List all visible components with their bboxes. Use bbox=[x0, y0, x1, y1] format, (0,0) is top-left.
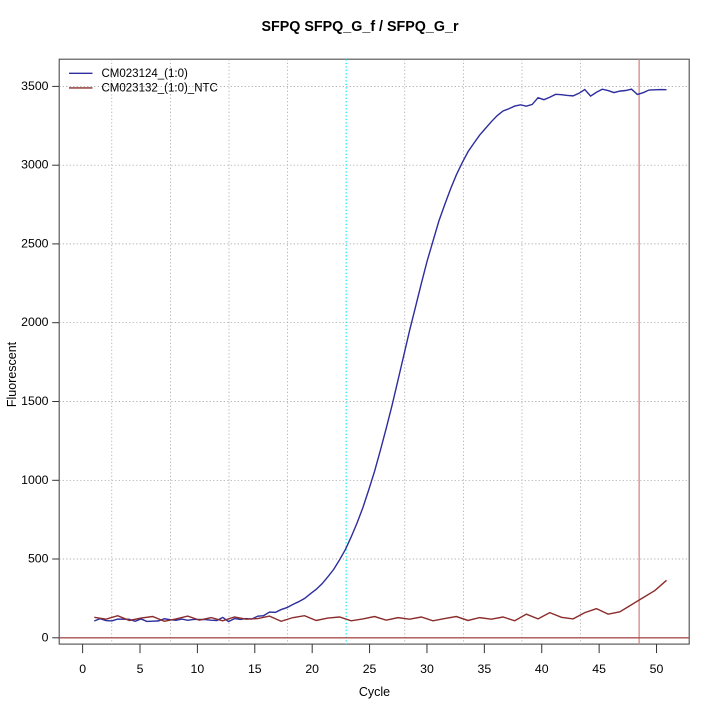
svg-text:20: 20 bbox=[305, 662, 319, 676]
svg-text:2000: 2000 bbox=[21, 315, 49, 329]
svg-text:15: 15 bbox=[248, 662, 262, 676]
svg-text:3500: 3500 bbox=[21, 79, 49, 93]
svg-text:40: 40 bbox=[535, 662, 549, 676]
svg-text:1500: 1500 bbox=[21, 394, 49, 408]
svg-text:45: 45 bbox=[592, 662, 606, 676]
svg-text:10: 10 bbox=[191, 662, 205, 676]
svg-text:Fluorescent: Fluorescent bbox=[5, 341, 19, 407]
svg-text:5: 5 bbox=[137, 662, 144, 676]
svg-text:CM023132_(1:0)_NTC: CM023132_(1:0)_NTC bbox=[102, 83, 218, 95]
svg-text:50: 50 bbox=[650, 662, 664, 676]
svg-text:2500: 2500 bbox=[21, 236, 49, 250]
svg-text:30: 30 bbox=[420, 662, 434, 676]
svg-text:35: 35 bbox=[478, 662, 492, 676]
svg-text:0: 0 bbox=[79, 662, 86, 676]
svg-text:0: 0 bbox=[42, 630, 49, 644]
svg-text:3000: 3000 bbox=[21, 158, 49, 172]
svg-text:SFPQ SFPQ_G_f / SFPQ_G_r: SFPQ SFPQ_G_f / SFPQ_G_r bbox=[261, 19, 458, 35]
svg-text:CM023124_(1:0): CM023124_(1:0) bbox=[102, 68, 188, 80]
svg-text:500: 500 bbox=[28, 552, 49, 566]
svg-text:25: 25 bbox=[363, 662, 377, 676]
svg-text:Cycle: Cycle bbox=[359, 685, 390, 699]
svg-text:1000: 1000 bbox=[21, 473, 49, 487]
